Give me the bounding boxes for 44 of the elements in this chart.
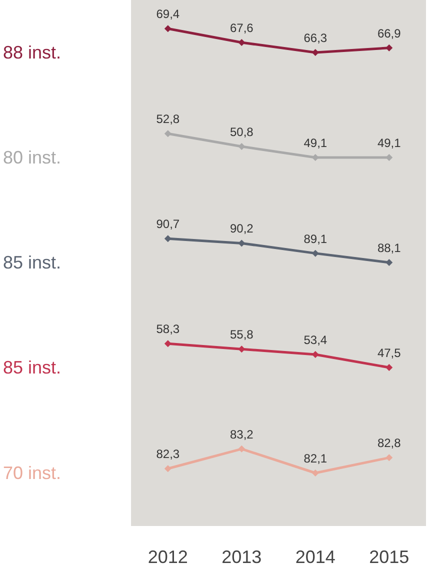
- text: 88 inst.: [2, 42, 62, 62]
- point: [238, 240, 246, 247]
- point: [238, 445, 246, 452]
- data-label: 82,8: [377, 436, 402, 450]
- data-label: 49,1: [304, 136, 328, 150]
- point: [386, 259, 393, 266]
- data-label: 89,1: [304, 232, 328, 246]
- x-tick-label: 2015: [369, 547, 410, 567]
- point: [164, 25, 172, 32]
- data-label: 82,1: [304, 452, 328, 466]
- x-tick-label: 2014: [295, 547, 336, 567]
- data-label: 83,2: [230, 427, 254, 442]
- data-label: 50,8: [230, 125, 254, 140]
- data-label: 55,8: [230, 328, 254, 342]
- data-label: 88,1: [377, 241, 402, 255]
- point: [238, 346, 246, 353]
- data-label: 90,7: [156, 217, 180, 232]
- text: 80 inst.: [2, 148, 62, 168]
- data-label: 69,4: [156, 7, 180, 22]
- point: [164, 340, 172, 348]
- point: [386, 44, 393, 52]
- point: [238, 38, 246, 46]
- text: 70 inst.: [2, 463, 62, 483]
- x-tick-label: 2012: [148, 547, 188, 567]
- point: [164, 235, 172, 242]
- point: [386, 454, 393, 462]
- data-label: 52,8: [156, 112, 180, 126]
- data-label: 66,3: [304, 31, 328, 45]
- point: [386, 364, 393, 371]
- text: 85 inst.: [2, 252, 62, 272]
- point: [312, 470, 319, 476]
- data-label: 90,2: [230, 222, 254, 236]
- text: 85 inst.: [2, 358, 62, 378]
- data-label: 67,6: [230, 20, 254, 35]
- data-label: 49,1: [377, 136, 402, 150]
- data-label: 82,3: [156, 447, 180, 462]
- point: [312, 250, 319, 257]
- point: [312, 49, 319, 56]
- data-label: 66,9: [377, 26, 402, 40]
- data-label: 53,4: [304, 332, 328, 347]
- point: [164, 465, 172, 472]
- x-tick-label: 2013: [222, 547, 262, 567]
- data-label: 47,5: [377, 346, 402, 360]
- data-label: 58,3: [156, 322, 180, 336]
